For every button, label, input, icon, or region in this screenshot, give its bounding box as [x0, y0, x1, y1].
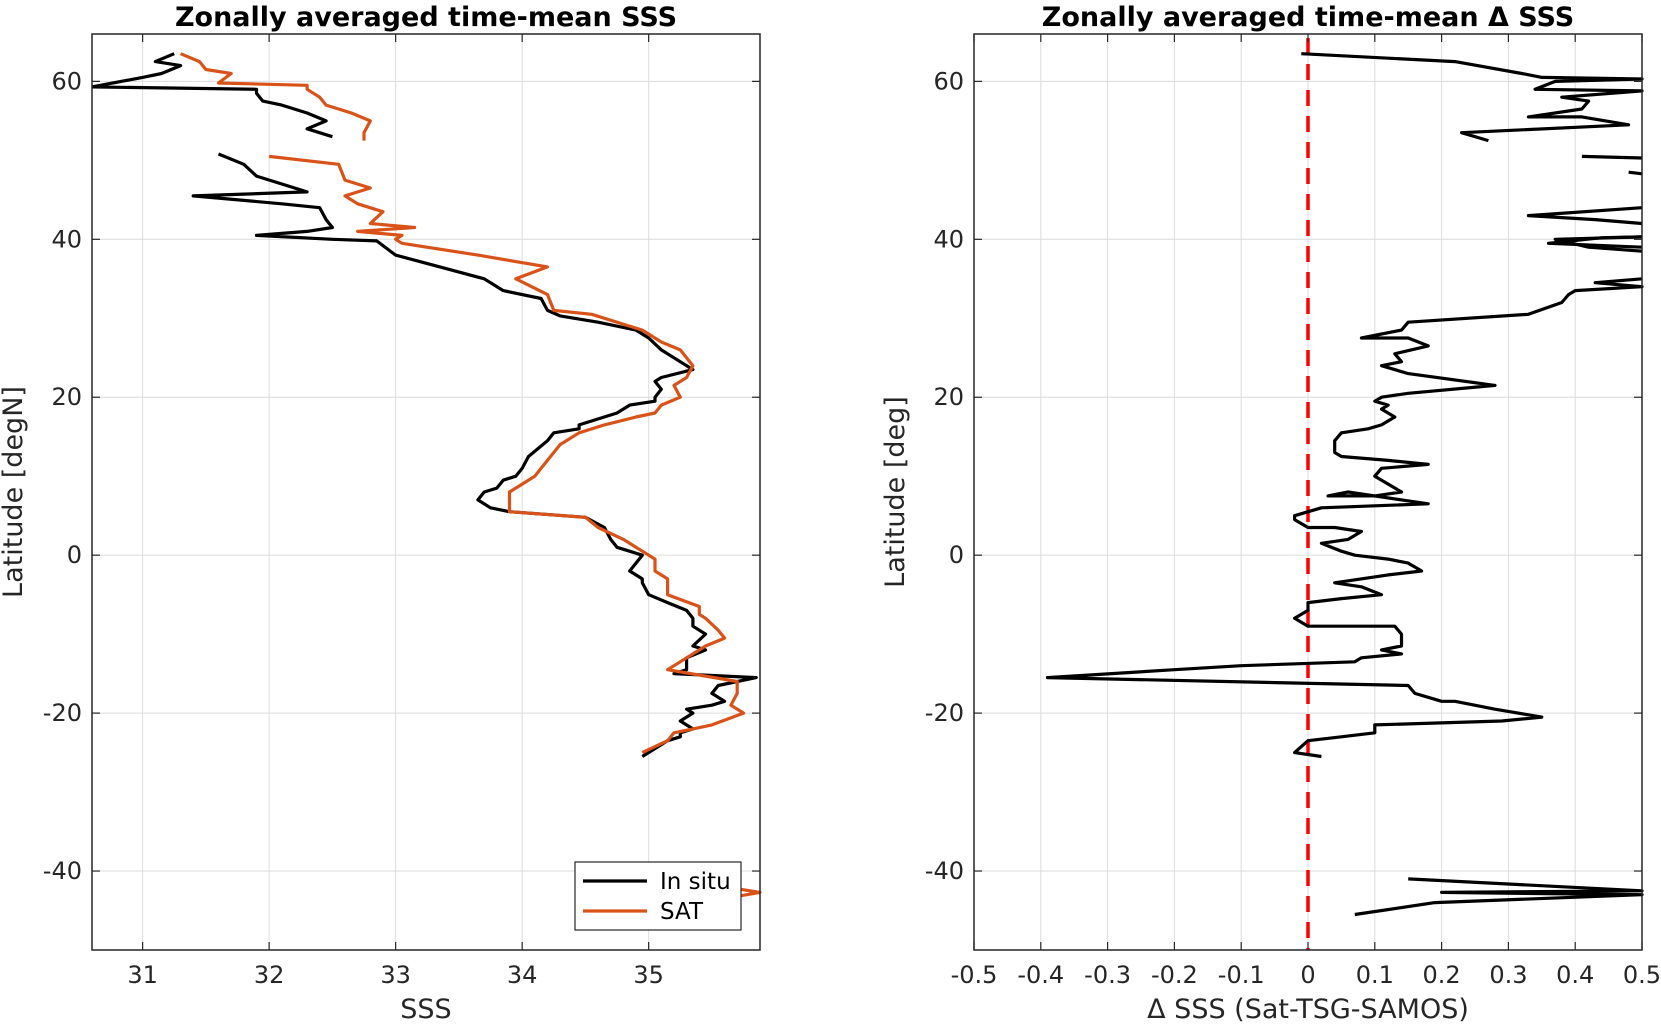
y-tick-label-2: 0 — [949, 541, 964, 569]
x-tick-label-4: 35 — [633, 961, 664, 989]
y-tick-label-5: 60 — [933, 67, 964, 95]
series-0-segment-1 — [191, 152, 758, 758]
y-axis-label: Latitude [deg] — [880, 396, 911, 588]
x-tick-label-3: 34 — [507, 961, 538, 989]
axes-box — [91, 33, 761, 951]
y-tick-label-3: 20 — [51, 383, 82, 411]
y-tick-label-1: -20 — [43, 699, 82, 727]
legend-label-0: In situ — [660, 869, 731, 895]
y-tick-label-5: 60 — [51, 67, 82, 95]
series-0-segment-2 — [1628, 170, 1643, 176]
series-1-segment-0 — [179, 52, 372, 141]
x-tick-label-1: 32 — [254, 961, 285, 989]
series-group — [1045, 52, 1644, 917]
x-axis-label: Δ SSS (Sat-TSG-SAMOS) — [1147, 994, 1469, 1025]
x-tick-label-4: -0.1 — [1218, 961, 1265, 989]
series-0-segment-6 — [1045, 277, 1644, 759]
chart-title: Zonally averaged time-mean SSS — [175, 2, 677, 33]
x-tick-label-5: 0 — [1300, 961, 1315, 989]
x-tick-label-2: 33 — [380, 961, 411, 989]
x-tick-label-1: -0.4 — [1017, 961, 1064, 989]
legend: In situ SAT — [574, 861, 742, 931]
y-tick-label-0: -40 — [43, 857, 82, 885]
series-group — [92, 52, 762, 898]
y-axis-label: Latitude [degN] — [0, 386, 29, 598]
x-tick-label-0: 31 — [127, 961, 158, 989]
series-1-segment-1 — [268, 154, 746, 755]
x-tick-label-6: 0.1 — [1356, 961, 1394, 989]
x-tick-label-2: -0.3 — [1084, 961, 1131, 989]
x-tick-label-0: -0.5 — [951, 961, 998, 989]
chart-title: Zonally averaged time-mean Δ SSS — [1042, 2, 1574, 33]
x-tick-label-9: 0.4 — [1556, 961, 1594, 989]
panel-sss: 31 32 33 34 35 -40 -20 0 20 40 60 Zonally averaged … — [0, 2, 762, 1025]
y-tick-label-1: -20 — [925, 699, 964, 727]
series-0-segment-3 — [1526, 206, 1643, 226]
series-0-segment-5 — [1546, 235, 1643, 249]
legend-label-1: SAT — [660, 899, 704, 925]
y-tick-label-4: 40 — [51, 225, 82, 253]
y-tick-label-3: 20 — [933, 383, 964, 411]
x-tick-label-8: 0.3 — [1489, 961, 1527, 989]
panel-delta-sss: -0.5 -0.4 -0.3 -0.2 -0.1 0 0.1 0.2 0.3 0.4 0.5 -40 -… — [880, 2, 1661, 1025]
x-axis-label: SSS — [400, 994, 451, 1025]
y-tick-label-4: 40 — [933, 225, 964, 253]
y-tick-label-2: 0 — [67, 541, 82, 569]
legend-box — [574, 861, 742, 931]
y-tick-label-0: -40 — [925, 857, 964, 885]
x-tick-label-10: 0.5 — [1623, 961, 1661, 989]
x-tick-label-3: -0.2 — [1151, 961, 1198, 989]
series-0-segment-0 — [92, 52, 333, 139]
series-0-segment-7 — [1354, 877, 1644, 917]
series-0-segment-1 — [1581, 154, 1643, 160]
x-tick-label-7: 0.2 — [1423, 961, 1461, 989]
series-0-segment-0 — [1301, 52, 1644, 143]
